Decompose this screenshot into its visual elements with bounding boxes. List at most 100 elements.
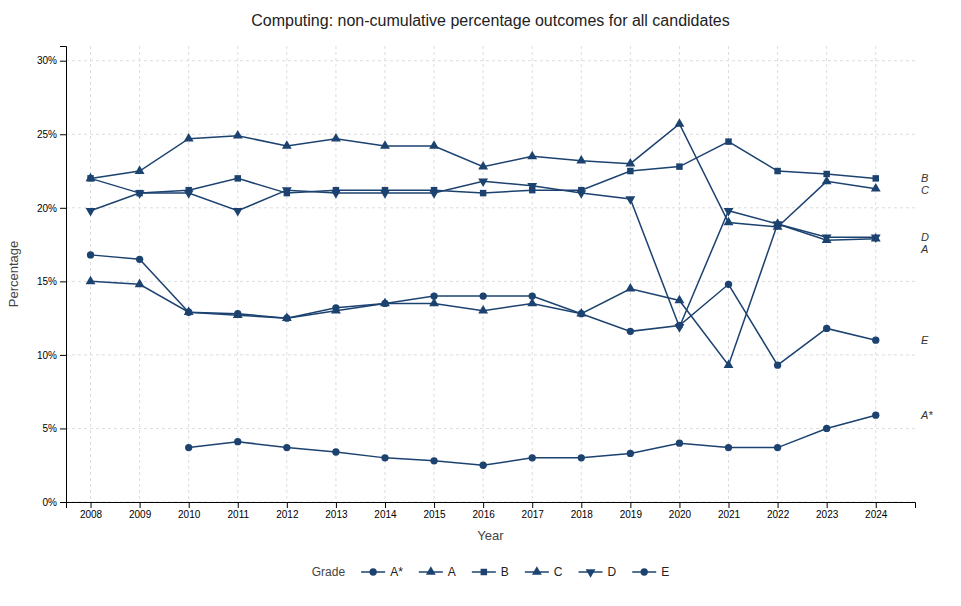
series-point (478, 161, 488, 170)
grid-line-x (139, 46, 140, 502)
grid-line-y (66, 134, 915, 135)
x-tick-label: 2024 (865, 509, 888, 520)
series-point (527, 151, 537, 160)
series-point (136, 256, 143, 263)
y-tick-mark (60, 502, 66, 503)
series-point (234, 438, 241, 445)
legend-item: C (525, 565, 563, 579)
series-point (478, 178, 488, 187)
series-point (185, 309, 192, 316)
legend-item: B (472, 565, 509, 579)
series-point (282, 140, 292, 149)
series-point (529, 292, 536, 299)
grid-line-x (875, 46, 876, 502)
series-point (135, 190, 145, 199)
series-point (871, 183, 881, 192)
series-point (823, 425, 830, 432)
x-tick-mark (91, 502, 92, 508)
series-point (578, 310, 585, 317)
series-point (529, 454, 536, 461)
series-point (479, 292, 486, 299)
series-point (478, 305, 488, 314)
x-tick-label: 2018 (571, 509, 594, 520)
x-tick: 2016 (473, 502, 496, 520)
x-tick-label: 2022 (767, 509, 790, 520)
series-line (91, 224, 876, 365)
series (87, 138, 879, 196)
legend-item: E (632, 565, 669, 579)
x-tick-mark (581, 502, 582, 508)
x-tick-mark (434, 502, 435, 508)
grid-line-y (66, 354, 915, 355)
series-point (675, 295, 685, 304)
grid-line-x (286, 46, 287, 502)
x-tick: 2013 (325, 502, 348, 520)
series-point (86, 208, 96, 217)
series-point (527, 183, 537, 192)
x-tick: 2011 (228, 502, 250, 520)
series-point (233, 310, 243, 319)
x-tick-mark (827, 502, 828, 508)
x-tick: 2023 (816, 502, 839, 520)
x-tick: 2009 (129, 502, 152, 520)
y-tick-label: 30% (37, 55, 57, 66)
x-axis-line (67, 503, 916, 509)
y-tick: 30% (37, 55, 66, 66)
grid-line-x (335, 46, 336, 502)
y-tick-mark (60, 208, 66, 209)
series-point (234, 310, 241, 317)
series-point (381, 454, 388, 461)
series-point (724, 360, 734, 369)
series-point (380, 190, 390, 199)
x-tick: 2020 (669, 502, 692, 520)
grid-line-y (66, 428, 915, 429)
series (86, 178, 881, 332)
x-tick-label: 2010 (178, 509, 201, 520)
x-tick-mark (385, 502, 386, 508)
x-tick-label: 2023 (816, 509, 839, 520)
series-point (872, 412, 879, 419)
series-point (185, 444, 192, 451)
series-point (774, 168, 780, 174)
series (185, 412, 879, 469)
x-tick-label: 2009 (129, 509, 152, 520)
y-axis-title: Percentage (6, 241, 21, 308)
grid-line-x (826, 46, 827, 502)
y-tick-mark (60, 134, 66, 135)
x-tick-mark (679, 502, 680, 508)
series-point (774, 362, 781, 369)
series-point (332, 448, 339, 455)
series-point (184, 133, 194, 142)
x-tick: 2014 (374, 502, 397, 520)
x-tick-mark (238, 502, 239, 508)
x-tick-mark (630, 502, 631, 508)
series-point (627, 168, 633, 174)
y-tick: 10% (37, 350, 66, 361)
y-tick-label: 15% (37, 276, 57, 287)
series-point (724, 208, 734, 217)
x-tick: 2018 (571, 502, 594, 520)
series-point (184, 190, 194, 199)
grid-line-x (434, 46, 435, 502)
series-point (773, 221, 783, 230)
y-tick-mark (60, 61, 66, 62)
x-tick-label: 2012 (276, 509, 299, 520)
annotations: BCADEA* (920, 172, 933, 421)
x-tick-label: 2013 (325, 509, 348, 520)
series-point (627, 450, 634, 457)
series (87, 251, 880, 369)
series-point (479, 462, 486, 469)
series-point (380, 140, 390, 149)
series-line (91, 181, 876, 327)
x-tick-label: 2015 (423, 509, 446, 520)
legend-item: D (579, 565, 617, 579)
end-label: E (921, 334, 929, 346)
series-point (135, 165, 145, 174)
end-label: C (921, 184, 929, 196)
x-tick-mark (876, 502, 877, 508)
series-point (627, 328, 634, 335)
y-tick-label: 25% (37, 129, 57, 140)
grid-line-x (532, 46, 533, 502)
x-tick-label: 2014 (374, 509, 397, 520)
legend: GradeA*ABCDE (312, 565, 669, 579)
